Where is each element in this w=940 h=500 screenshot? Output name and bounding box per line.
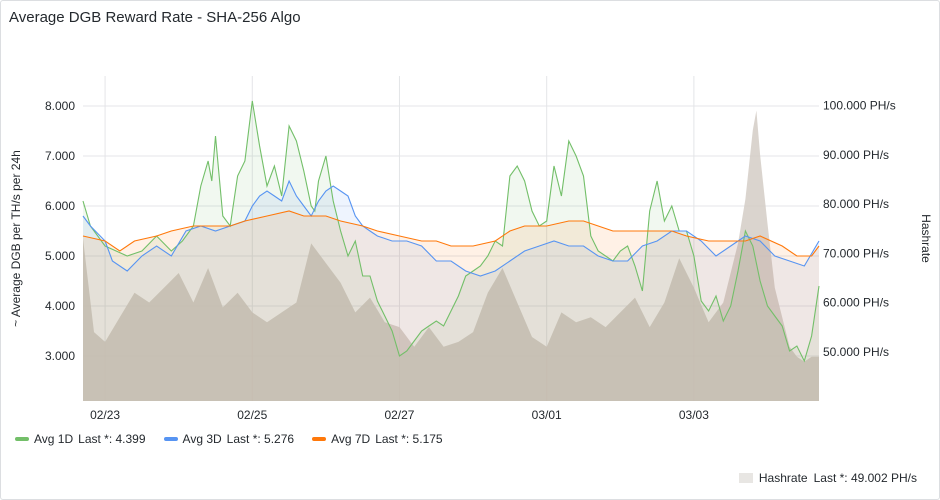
legend-series-name: Avg 7D — [331, 432, 371, 446]
series-line-avg-1d — [82, 100, 820, 363]
legend-last-value: Last *: 4.399 — [78, 432, 146, 446]
x-tick-label: 02/27 — [384, 408, 414, 422]
y2-tick-label: 90.000 PH/s — [823, 148, 889, 162]
series-line-avg-7d — [82, 210, 820, 257]
legend-hashrate-name: Hashrate — [758, 471, 808, 485]
y2-tick-label: 80.000 PH/s — [823, 197, 889, 211]
legend-item-avg-3d[interactable]: Avg 3D Last *: 5.276 — [163, 432, 295, 446]
hashrate-swatch — [738, 473, 753, 483]
series-area-avg-1d — [83, 101, 819, 401]
legend-item-avg-1d[interactable]: Avg 1D Last *: 4.399 — [15, 432, 146, 446]
legend-swatch — [15, 437, 29, 441]
y-tick-label: 8.000 — [45, 99, 75, 113]
series-area-avg-3d — [83, 181, 819, 401]
y2-tick-label: 70.000 PH/s — [823, 246, 889, 260]
x-tick-label: 02/25 — [237, 408, 267, 422]
y-tick-label: 4.000 — [45, 299, 75, 313]
x-tick-label: 03/01 — [532, 408, 562, 422]
y-tick-label: 3.000 — [45, 349, 75, 363]
legend-last-value: Last *: 5.276 — [226, 432, 295, 446]
x-tick-label: 03/03 — [679, 408, 709, 422]
y2-tick-label: 60.000 PH/s — [823, 296, 889, 310]
y-tick-label: 6.000 — [45, 199, 75, 213]
legend-swatch — [312, 437, 327, 441]
legend-item-avg-7d[interactable]: Avg 7D Last *: 5.175 — [312, 432, 443, 446]
y2-axis-title: Hashrate — [919, 214, 933, 263]
panel-title[interactable]: Average DGB Reward Rate - SHA-256 Algo — [9, 9, 301, 26]
legend-hashrate[interactable]: Hashrate Last *: 49.002 PH/s — [738, 471, 917, 485]
legend: Avg 1D Last *: 4.399 Avg 3D Last *: 5.276 Av… — [15, 432, 443, 446]
series-area-avg-7d — [83, 211, 819, 401]
x-tick-label: 02/23 — [90, 408, 120, 422]
y2-tick-label: 100.000 PH/s — [823, 99, 896, 113]
legend-swatch — [163, 437, 178, 441]
legend-hashrate-last: Last *: 49.002 PH/s — [813, 471, 917, 485]
y-tick-label: 5.000 — [45, 249, 75, 263]
legend-series-name: Avg 1D — [34, 432, 74, 446]
hashrate-area — [83, 110, 819, 401]
y2-tick-label: 50.000 PH/s — [823, 345, 889, 359]
legend-last-value: Last *: 5.175 — [375, 432, 443, 446]
y-axis-title: ~ Average DGB per TH/s per 24h — [9, 150, 23, 327]
y-tick-label: 7.000 — [45, 149, 75, 163]
legend-series-name: Avg 3D — [182, 432, 222, 446]
